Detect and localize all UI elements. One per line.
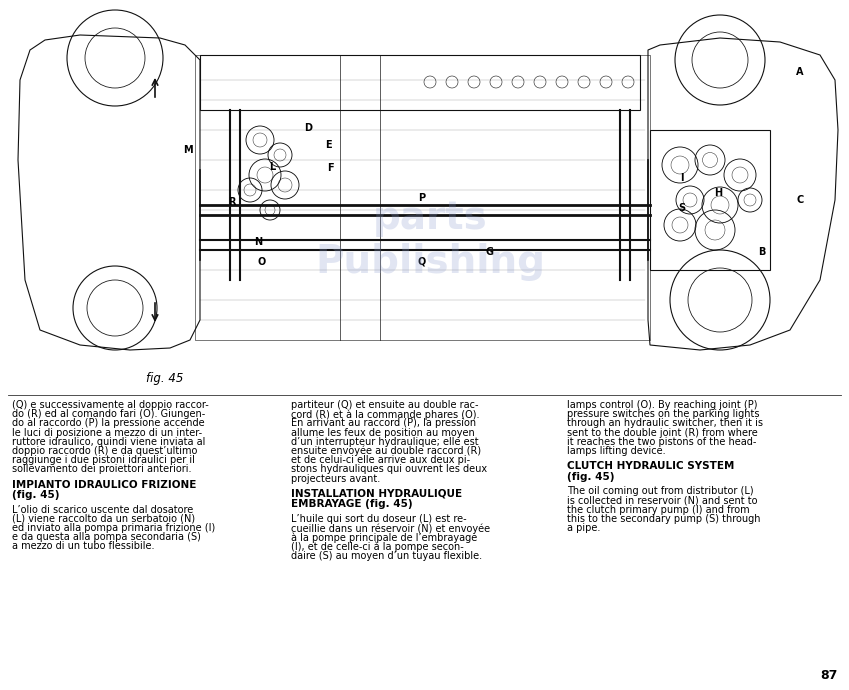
Text: pressure switches on the parking lights: pressure switches on the parking lights (567, 409, 760, 420)
Text: partiteur (Q) et ensuite au double rac-: partiteur (Q) et ensuite au double rac- (291, 400, 479, 410)
Text: a mezzo di un tubo flessibile.: a mezzo di un tubo flessibile. (12, 542, 155, 551)
Text: stons hydrauliques qui ouvrent les deux: stons hydrauliques qui ouvrent les deux (291, 464, 487, 475)
Text: B: B (758, 247, 766, 257)
Text: projecteurs avant.: projecteurs avant. (291, 473, 380, 484)
Text: (L) viene raccolto da un serbatoio (N): (L) viene raccolto da un serbatoio (N) (12, 514, 195, 524)
Text: (I), et de celle-ci à la pompe secon-: (I), et de celle-ci à la pompe secon- (291, 542, 464, 552)
Text: EMBRAYAGE (fig. 45): EMBRAYAGE (fig. 45) (291, 500, 413, 509)
Text: ed inviato alla pompa primaria frizione (I): ed inviato alla pompa primaria frizione … (12, 523, 216, 533)
Text: Q: Q (418, 257, 426, 267)
FancyBboxPatch shape (5, 2, 844, 357)
Text: The oil coming out from distributor (L): The oil coming out from distributor (L) (567, 486, 754, 496)
Text: D: D (304, 123, 312, 133)
Text: E: E (324, 140, 331, 150)
Text: O: O (258, 257, 266, 267)
Text: this to the secondary pump (S) through: this to the secondary pump (S) through (567, 514, 761, 524)
Text: the clutch primary pump (I) and from: the clutch primary pump (I) and from (567, 504, 750, 515)
Text: M: M (183, 145, 193, 155)
Text: CLUTCH HYDRAULIC SYSTEM: CLUTCH HYDRAULIC SYSTEM (567, 461, 734, 471)
Text: F: F (327, 163, 334, 173)
Text: 87: 87 (821, 669, 838, 682)
Text: daire (S) au moyen d’un tuyau flexible.: daire (S) au moyen d’un tuyau flexible. (291, 551, 482, 560)
Text: En arrivant au raccord (P), la pression: En arrivant au raccord (P), la pression (291, 418, 476, 428)
Text: (fig. 45): (fig. 45) (12, 490, 59, 500)
Text: (fig. 45): (fig. 45) (567, 472, 615, 482)
Text: P: P (419, 193, 425, 203)
Text: fig. 45: fig. 45 (146, 372, 183, 385)
Text: a pipe.: a pipe. (567, 523, 600, 533)
Text: L’olio di scarico uscente dal dosatore: L’olio di scarico uscente dal dosatore (12, 504, 194, 515)
Text: cord (R) et à la commande phares (O).: cord (R) et à la commande phares (O). (291, 409, 480, 420)
Text: G: G (486, 247, 494, 257)
Text: do (R) ed al comando fari (O). Giungen-: do (R) ed al comando fari (O). Giungen- (12, 409, 205, 420)
Text: le luci di posizione a mezzo di un inter-: le luci di posizione a mezzo di un inter… (12, 428, 202, 437)
Text: ruttore idraulico, quindi viene inviata al: ruttore idraulico, quindi viene inviata … (12, 437, 205, 447)
Text: it reaches the two pistons of the head-: it reaches the two pistons of the head- (567, 437, 756, 447)
Text: N: N (254, 237, 262, 247)
Text: sent to the double joint (R) from where: sent to the double joint (R) from where (567, 428, 758, 437)
Text: S: S (678, 203, 685, 213)
Text: lamps control (O). By reaching joint (P): lamps control (O). By reaching joint (P) (567, 400, 757, 410)
Text: parts
Publishing: parts Publishing (315, 199, 545, 281)
Text: allume les feux de position au moyen: allume les feux de position au moyen (291, 428, 475, 437)
Text: A: A (796, 67, 804, 77)
Text: do al raccordo (P) la pressione accende: do al raccordo (P) la pressione accende (12, 418, 205, 428)
Text: INSTALLATION HYDRAULIQUE: INSTALLATION HYDRAULIQUE (291, 489, 462, 499)
Text: cueillie dans un réservoir (N) et envoyée: cueillie dans un réservoir (N) et envoyé… (291, 523, 490, 533)
Text: L’huile qui sort du doseur (L) est re-: L’huile qui sort du doseur (L) est re- (291, 514, 467, 524)
Text: is collected in reservoir (N) and sent to: is collected in reservoir (N) and sent t… (567, 495, 757, 505)
Text: e da questa alla pompa secondaria (S): e da questa alla pompa secondaria (S) (12, 532, 201, 542)
Text: sollevamento dei proiettori anteriori.: sollevamento dei proiettori anteriori. (12, 464, 192, 475)
Text: R: R (228, 197, 236, 207)
Text: H: H (714, 188, 722, 198)
Text: I: I (680, 173, 683, 183)
Text: à la pompe principale de l’embrayage: à la pompe principale de l’embrayage (291, 532, 477, 543)
Text: doppio raccordo (R) e da quest’ultimo: doppio raccordo (R) e da quest’ultimo (12, 446, 197, 456)
Text: raggiunge i due pistoni idraulici per il: raggiunge i due pistoni idraulici per il (12, 455, 195, 465)
Text: (Q) e successivamente al doppio raccor-: (Q) e successivamente al doppio raccor- (12, 400, 209, 410)
Text: lamps lifting device.: lamps lifting device. (567, 446, 666, 456)
Text: d’un interrupteur hydraulique; elle est: d’un interrupteur hydraulique; elle est (291, 437, 479, 447)
Text: et de celui-ci elle arrive aux deux pi-: et de celui-ci elle arrive aux deux pi- (291, 455, 470, 465)
Text: IMPIANTO IDRAULICO FRIZIONE: IMPIANTO IDRAULICO FRIZIONE (12, 480, 196, 490)
Text: ensuite envoyée au double raccord (R): ensuite envoyée au double raccord (R) (291, 446, 481, 457)
Text: L: L (269, 162, 275, 172)
Text: C: C (796, 195, 804, 205)
Text: through an hydraulic switcher, then it is: through an hydraulic switcher, then it i… (567, 418, 763, 428)
